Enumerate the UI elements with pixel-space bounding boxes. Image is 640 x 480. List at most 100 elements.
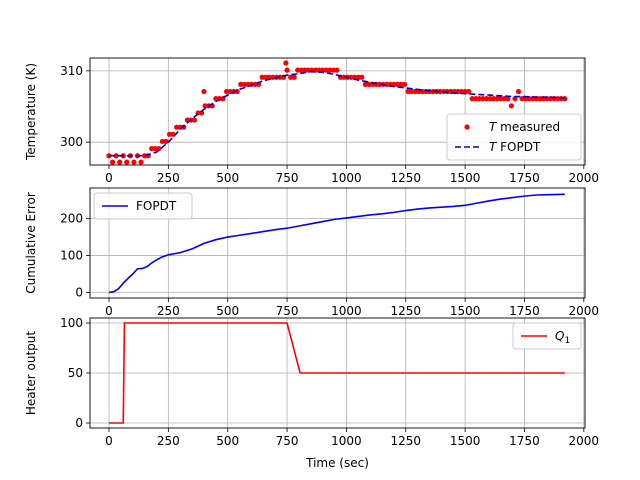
panel-2: 0 250 500 750 1000 1250 1500 1750 2000 0 50 100 Heat… — [24, 316, 599, 470]
data-point — [537, 96, 543, 102]
data-point — [138, 159, 144, 165]
panel-0: 0 250 500 750 1000 1250 1500 1750 2000 300 310 Temp… — [24, 57, 599, 185]
data-point — [298, 67, 304, 73]
x-tick-label: 1250 — [390, 171, 421, 185]
data-point — [174, 124, 180, 130]
data-point — [234, 88, 240, 95]
legend-swatch — [464, 124, 470, 130]
x-tick-label: 0 — [105, 171, 113, 185]
data-point — [355, 74, 361, 80]
data-point — [198, 110, 205, 116]
y-axis-label: Cumulative Error — [24, 192, 38, 294]
legend: Q1 — [512, 322, 582, 350]
x-tick-label: 250 — [157, 434, 180, 448]
x-tick-label: 1750 — [509, 171, 540, 185]
data-point — [487, 96, 493, 102]
data-point — [263, 74, 269, 80]
legend-label: Q1 — [555, 329, 570, 346]
y-tick-label: 0 — [75, 285, 83, 299]
data-point — [501, 96, 507, 102]
data-point — [302, 67, 308, 73]
data-point — [476, 96, 482, 102]
x-tick-label: 1000 — [331, 434, 362, 448]
data-point — [430, 88, 436, 95]
legend-box — [446, 113, 582, 161]
data-point — [283, 60, 289, 66]
data-point — [159, 138, 166, 145]
legend: FOPDT — [93, 192, 193, 220]
series-line-0 — [108, 322, 565, 424]
x-tick-label: 1000 — [331, 171, 362, 185]
data-point — [377, 81, 383, 87]
data-point — [512, 96, 518, 102]
series-line-0 — [108, 193, 565, 294]
data-point — [334, 67, 340, 73]
legend-box — [93, 192, 193, 220]
data-point — [483, 96, 490, 102]
y-axis-label: Temperature (K) — [24, 63, 38, 161]
data-point — [109, 159, 116, 165]
series-line-1 — [108, 70, 565, 157]
x-tick-label: 1250 — [390, 304, 421, 318]
data-point — [519, 96, 525, 102]
x-axis-label: Time (sec) — [305, 456, 369, 470]
data-point — [437, 88, 443, 95]
data-point — [284, 67, 290, 73]
y-tick-label: 200 — [60, 212, 83, 226]
x-tick-label: 500 — [216, 171, 239, 185]
data-point — [490, 96, 497, 102]
data-point — [131, 159, 137, 165]
y-tick-label: 300 — [60, 135, 83, 149]
y-tick-label: 310 — [60, 64, 83, 78]
legend: T measured T FOPDT — [446, 113, 582, 161]
data-point — [480, 96, 486, 102]
data-point — [555, 96, 561, 102]
x-tick-label: 250 — [157, 171, 180, 185]
x-tick-label: 750 — [276, 171, 299, 185]
x-tick-label: 500 — [216, 304, 239, 318]
data-point — [515, 88, 522, 95]
x-tick-label: 500 — [216, 434, 239, 448]
x-tick-label: 1500 — [450, 434, 481, 448]
axes-frame — [89, 187, 586, 299]
data-point — [366, 81, 372, 87]
x-tick-label: 250 — [157, 304, 180, 318]
data-point — [202, 103, 208, 109]
data-point — [223, 88, 230, 95]
data-point — [142, 153, 148, 159]
x-tick-label: 1750 — [509, 304, 540, 318]
data-point — [341, 74, 347, 80]
x-tick-label: 750 — [276, 304, 299, 318]
data-point — [277, 74, 283, 80]
data-point — [394, 81, 401, 87]
data-point — [152, 145, 158, 152]
data-point — [291, 74, 297, 80]
legend-label: T FOPDT — [489, 140, 541, 154]
data-point — [469, 96, 475, 102]
data-point — [191, 117, 198, 123]
data-point — [252, 81, 258, 87]
data-point — [238, 81, 244, 87]
legend-label: FOPDT — [136, 199, 177, 213]
y-tick-label: 0 — [75, 416, 83, 430]
y-tick-label: 50 — [68, 366, 83, 380]
data-point — [498, 96, 504, 102]
x-tick-label: 750 — [276, 434, 299, 448]
data-point — [156, 145, 162, 152]
data-point — [323, 67, 329, 73]
y-tick-label: 100 — [60, 249, 83, 263]
x-tick-label: 0 — [105, 304, 113, 318]
data-point — [166, 131, 173, 137]
data-point — [201, 88, 207, 95]
x-tick-label: 1250 — [390, 434, 421, 448]
data-point — [362, 81, 368, 87]
data-point — [352, 74, 358, 80]
data-point — [295, 67, 301, 73]
data-point — [241, 81, 247, 87]
panel-1: 0 250 500 750 1000 1250 1500 1750 2000 0 100 200 Cum… — [24, 187, 599, 318]
data-point — [412, 88, 418, 95]
data-point — [149, 145, 155, 152]
data-point — [124, 159, 130, 165]
